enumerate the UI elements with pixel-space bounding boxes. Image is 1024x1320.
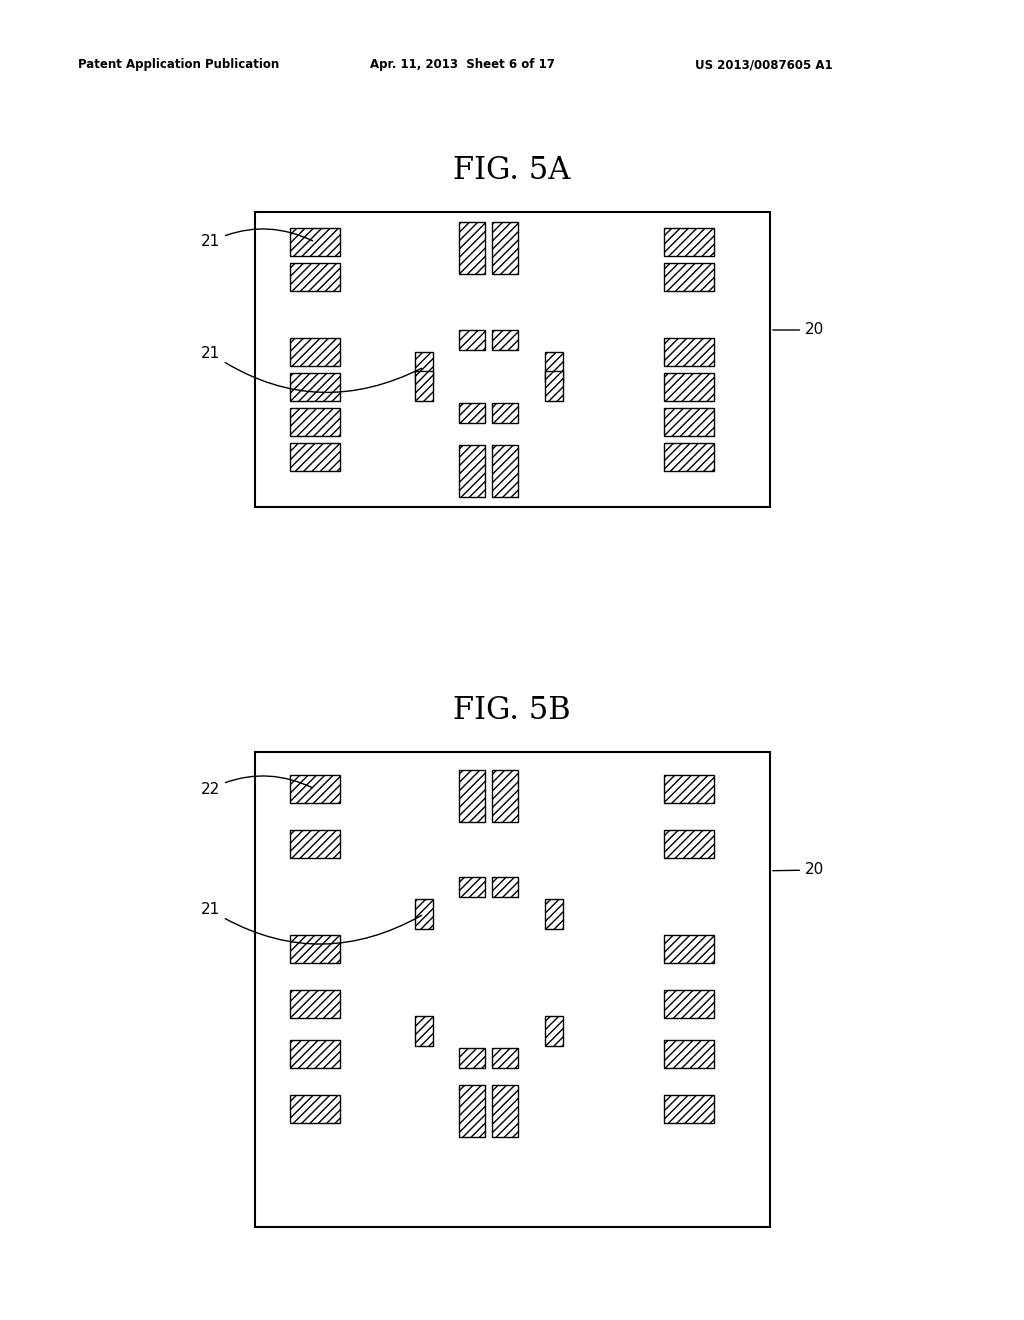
- Bar: [492, 330, 518, 350]
- Bar: [664, 338, 714, 366]
- Bar: [459, 1085, 485, 1137]
- Text: US 2013/0087605 A1: US 2013/0087605 A1: [695, 58, 833, 71]
- Text: FIG. 5A: FIG. 5A: [454, 154, 570, 186]
- Bar: [290, 1040, 340, 1068]
- Bar: [290, 263, 340, 290]
- Bar: [664, 990, 714, 1018]
- Bar: [664, 1040, 714, 1068]
- Bar: [664, 830, 714, 858]
- Text: FIG. 5B: FIG. 5B: [454, 696, 570, 726]
- Text: Apr. 11, 2013  Sheet 6 of 17: Apr. 11, 2013 Sheet 6 of 17: [370, 58, 555, 71]
- Bar: [459, 403, 485, 422]
- Bar: [290, 775, 340, 803]
- Bar: [492, 770, 518, 822]
- Bar: [290, 228, 340, 256]
- Bar: [664, 228, 714, 256]
- Bar: [290, 935, 340, 964]
- Bar: [255, 752, 770, 1228]
- Bar: [664, 263, 714, 290]
- Bar: [290, 444, 340, 471]
- Bar: [459, 445, 485, 498]
- Text: 21: 21: [201, 903, 422, 944]
- Bar: [290, 374, 340, 401]
- Bar: [545, 1016, 563, 1045]
- Bar: [492, 445, 518, 498]
- Bar: [492, 1085, 518, 1137]
- Bar: [664, 444, 714, 471]
- Bar: [545, 371, 563, 401]
- Bar: [492, 403, 518, 422]
- Bar: [459, 876, 485, 898]
- Bar: [415, 352, 433, 381]
- Bar: [545, 899, 563, 929]
- Bar: [492, 222, 518, 275]
- Bar: [459, 222, 485, 275]
- Bar: [415, 371, 433, 401]
- Bar: [492, 876, 518, 898]
- Bar: [255, 213, 770, 507]
- Bar: [290, 408, 340, 436]
- Bar: [459, 1048, 485, 1068]
- Bar: [415, 899, 433, 929]
- Bar: [664, 775, 714, 803]
- Text: Patent Application Publication: Patent Application Publication: [78, 58, 280, 71]
- Bar: [290, 338, 340, 366]
- Bar: [664, 1096, 714, 1123]
- Text: 22: 22: [201, 776, 312, 796]
- Text: 21: 21: [201, 228, 312, 249]
- Bar: [664, 408, 714, 436]
- Bar: [492, 1048, 518, 1068]
- Bar: [664, 374, 714, 401]
- Bar: [545, 352, 563, 381]
- Bar: [459, 330, 485, 350]
- Text: 20: 20: [773, 862, 824, 878]
- Bar: [290, 990, 340, 1018]
- Bar: [664, 935, 714, 964]
- Bar: [415, 1016, 433, 1045]
- Bar: [290, 830, 340, 858]
- Text: 20: 20: [773, 322, 824, 338]
- Bar: [290, 1096, 340, 1123]
- Bar: [459, 770, 485, 822]
- Text: 21: 21: [201, 346, 422, 392]
